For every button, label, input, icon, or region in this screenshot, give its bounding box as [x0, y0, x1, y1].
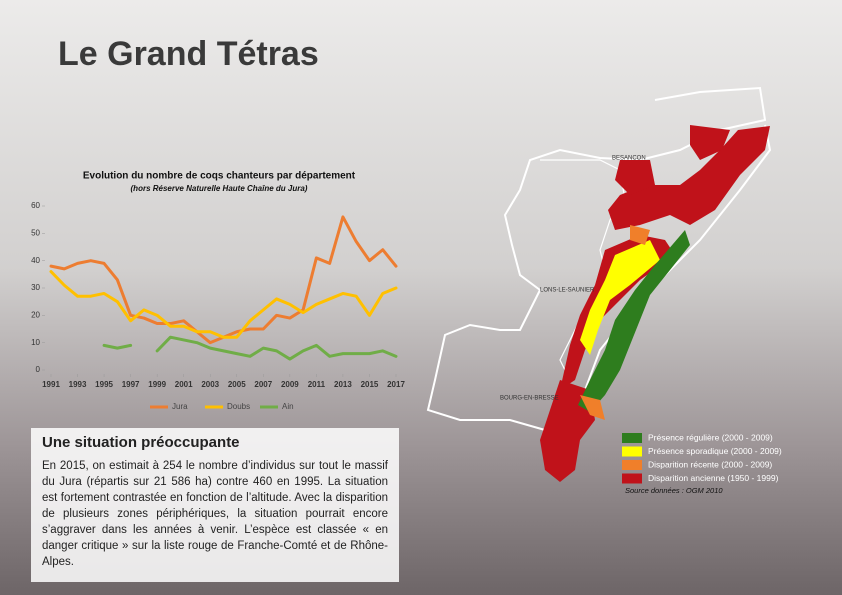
- legend-label: Doubs: [227, 402, 250, 411]
- x-tick-label: 1991: [42, 380, 60, 389]
- chart-subtitle: (hors Réserve Naturelle Haute Chaîne du …: [131, 184, 308, 193]
- section-heading: Une situation préoccupante: [42, 434, 240, 451]
- map-source: Source données : OGM 2010: [625, 486, 723, 495]
- zone: [608, 126, 770, 230]
- zone: [578, 230, 690, 412]
- city-label: BOURG-EN-BRESSE: [500, 396, 559, 402]
- map-legend-swatch: [622, 433, 642, 443]
- zone: [580, 240, 660, 355]
- map-legend-swatch: [622, 460, 642, 470]
- legend-label: Ain: [282, 402, 294, 411]
- x-tick-label: 2013: [334, 380, 352, 389]
- text-box: [31, 428, 399, 582]
- x-tick-label: 2001: [175, 380, 193, 389]
- x-tick-label: 2007: [254, 380, 272, 389]
- x-tick-label: 2009: [281, 380, 299, 389]
- y-tick-label: 50: [31, 228, 40, 237]
- city-label: BESANCON: [612, 156, 646, 162]
- page-title: Le Grand Tétras: [58, 35, 319, 73]
- zone: [615, 160, 655, 195]
- series-line: [49, 270, 398, 339]
- x-tick-label: 1997: [122, 380, 140, 389]
- y-tick-label: 60: [31, 201, 40, 210]
- zone: [690, 125, 730, 160]
- y-tick-label: 0: [36, 365, 41, 374]
- map-legend-swatch: [622, 473, 642, 484]
- legend-label: Jura: [172, 402, 188, 411]
- zone: [580, 395, 605, 420]
- x-tick-label: 2003: [201, 380, 219, 389]
- x-tick-label: 1999: [148, 380, 166, 389]
- chart-title: Evolution du nombre de coqs chanteurs pa…: [83, 171, 356, 182]
- y-tick-label: 40: [31, 256, 40, 265]
- x-tick-label: 2015: [361, 380, 379, 389]
- map: [426, 86, 772, 482]
- region-outline: [426, 86, 772, 432]
- zone: [630, 225, 650, 245]
- y-tick-label: 30: [31, 283, 40, 292]
- x-tick-label: 1993: [69, 380, 87, 389]
- x-tick-label: 1995: [95, 380, 113, 389]
- map-legend-label: Présence régulière (2000 - 2009): [648, 432, 773, 442]
- y-tick-label: 10: [31, 338, 40, 347]
- x-tick-label: 2005: [228, 380, 246, 389]
- map-legend-label: Disparition récente (2000 - 2009): [648, 459, 772, 469]
- zone: [560, 235, 675, 390]
- city-label: LONS-LE-SAUNIER: [540, 288, 595, 294]
- map-legend-label: Disparition ancienne (1950 - 1999): [648, 473, 779, 483]
- section-text: En 2015, on estimait à 254 le nombre d’i…: [42, 460, 388, 568]
- y-tick-label: 20: [31, 310, 40, 319]
- x-tick-label: 2017: [387, 380, 405, 389]
- map-legend-swatch: [622, 446, 642, 457]
- x-tick-label: 2011: [308, 380, 326, 389]
- series-line: [102, 335, 398, 361]
- map-legend-label: Présence sporadique (2000 - 2009): [648, 446, 782, 456]
